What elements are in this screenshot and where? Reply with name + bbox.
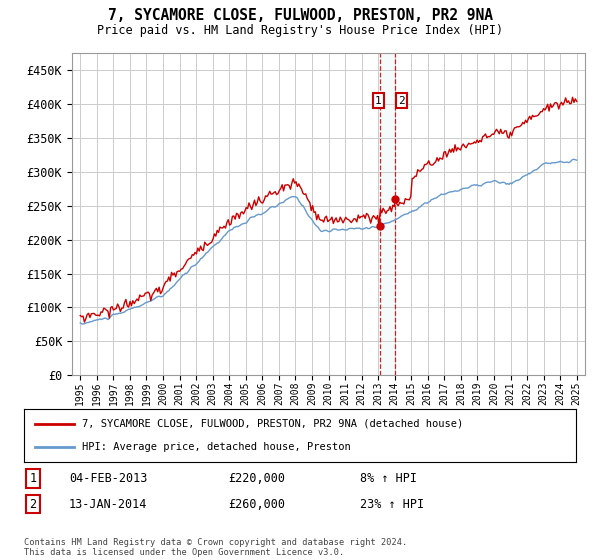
- Text: 8% ↑ HPI: 8% ↑ HPI: [360, 472, 417, 486]
- Text: 7, SYCAMORE CLOSE, FULWOOD, PRESTON, PR2 9NA (detached house): 7, SYCAMORE CLOSE, FULWOOD, PRESTON, PR2…: [82, 419, 463, 429]
- Text: £260,000: £260,000: [228, 497, 285, 511]
- Text: Price paid vs. HM Land Registry's House Price Index (HPI): Price paid vs. HM Land Registry's House …: [97, 24, 503, 36]
- Text: 23% ↑ HPI: 23% ↑ HPI: [360, 497, 424, 511]
- Text: 7, SYCAMORE CLOSE, FULWOOD, PRESTON, PR2 9NA: 7, SYCAMORE CLOSE, FULWOOD, PRESTON, PR2…: [107, 8, 493, 24]
- Text: HPI: Average price, detached house, Preston: HPI: Average price, detached house, Pres…: [82, 442, 351, 452]
- Text: 1: 1: [375, 96, 382, 106]
- Text: 04-FEB-2013: 04-FEB-2013: [69, 472, 148, 486]
- Text: 1: 1: [29, 472, 37, 486]
- Text: 2: 2: [29, 497, 37, 511]
- Text: 13-JAN-2014: 13-JAN-2014: [69, 497, 148, 511]
- Text: £220,000: £220,000: [228, 472, 285, 486]
- Bar: [380, 53, 395, 375]
- Text: Contains HM Land Registry data © Crown copyright and database right 2024.
This d: Contains HM Land Registry data © Crown c…: [24, 538, 407, 557]
- Text: 2: 2: [398, 96, 404, 106]
